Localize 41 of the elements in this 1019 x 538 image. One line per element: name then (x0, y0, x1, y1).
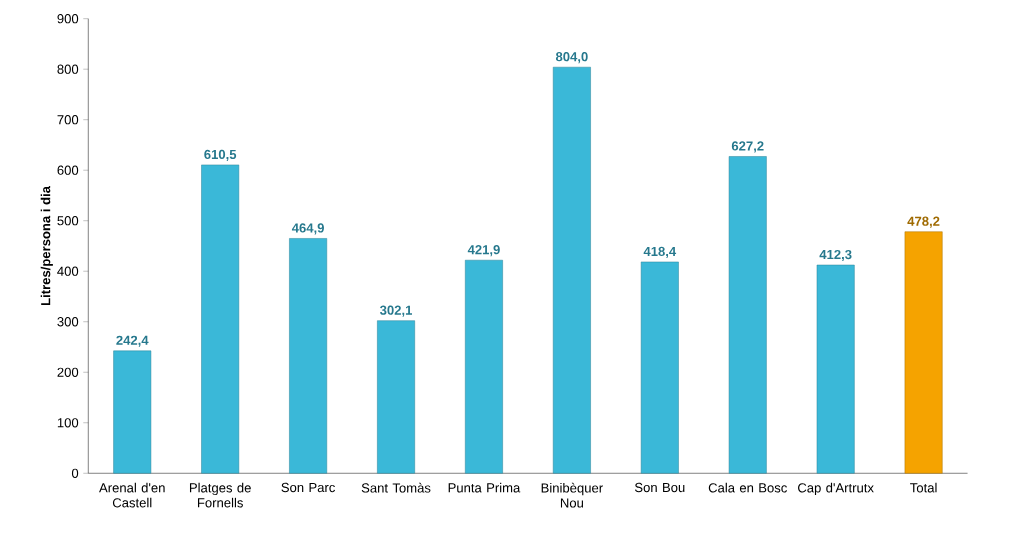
data-label: 421,9 (467, 245, 500, 257)
bar (640, 261, 679, 474)
bar (113, 350, 152, 474)
y-tick-label: 200 (57, 367, 79, 377)
y-tick-label: 100 (57, 418, 79, 428)
data-label: 242,4 (116, 335, 149, 347)
y-tick-label: 900 (57, 14, 79, 24)
x-tick-label: Cap d'Artrutx (798, 482, 874, 496)
y-tick-label: 800 (57, 64, 79, 74)
y-tick-label: 500 (57, 216, 79, 226)
y-tick-label: 0 (71, 468, 79, 478)
bar (465, 259, 503, 474)
bar (728, 156, 767, 474)
x-tick-label: Platges de Fornells (189, 482, 251, 508)
x-tick-label: Son Bou (634, 482, 685, 493)
data-label: 610,5 (204, 149, 237, 161)
x-tick-label: Cala en Bosc (708, 482, 787, 493)
x-tick-label: Total (910, 482, 937, 493)
x-tick-label: Binibèquer Nou (541, 482, 603, 508)
y-tick-label: 600 (57, 165, 79, 175)
data-label: 464,9 (291, 223, 324, 235)
y-tick-label: 700 (57, 115, 79, 125)
x-tick-label: Sant Tomàs (361, 482, 431, 493)
data-label: 478,2 (907, 216, 940, 228)
data-label: 412,3 (819, 249, 852, 262)
x-tick-label: Punta Prima (448, 482, 521, 493)
data-label: 418,4 (643, 246, 677, 258)
y-tick-label: 300 (57, 317, 79, 327)
data-label: 302,1 (379, 305, 413, 317)
x-tick-label: Arenal d'en Castell (99, 482, 165, 508)
x-tick-label: Son Parc (281, 482, 335, 493)
bar (377, 320, 415, 474)
y-axis-title: Litres/persona i dia (40, 185, 53, 306)
bar (904, 231, 943, 474)
data-label: 627,2 (731, 141, 764, 153)
bar (289, 238, 328, 474)
bar (816, 264, 855, 474)
bar (201, 164, 240, 474)
y-tick-label: 400 (57, 266, 79, 276)
data-label: 804,0 (555, 52, 588, 64)
bar (552, 66, 591, 474)
